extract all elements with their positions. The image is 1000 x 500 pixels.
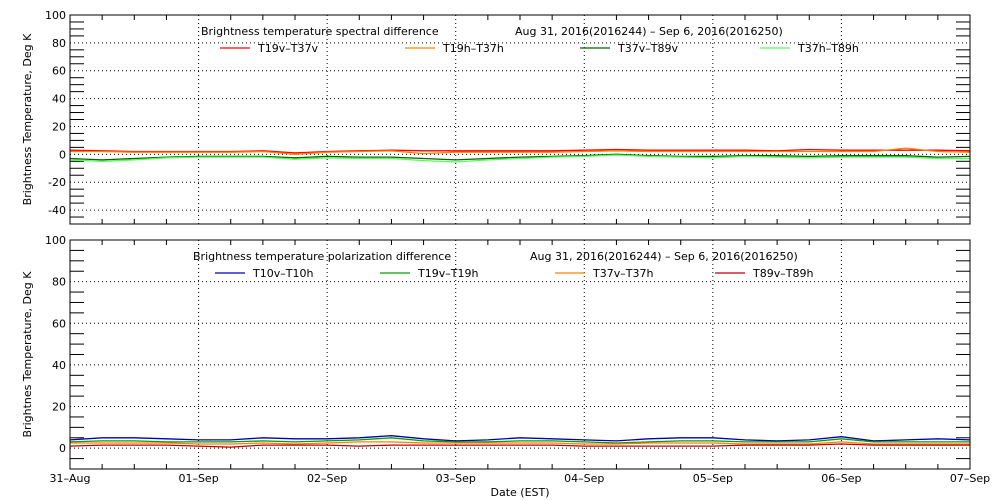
y-tick-label: 20 <box>52 401 66 414</box>
y-tick-label: 60 <box>52 317 66 330</box>
y-axis-label: Brightness Temperature, Deg K <box>21 33 34 205</box>
legend-label: T37h–T89h <box>797 42 859 55</box>
y-tick-label: 0 <box>59 148 66 161</box>
y-tick-label: 80 <box>52 276 66 289</box>
y-tick-label: 40 <box>52 93 66 106</box>
series-line-4 <box>69 443 970 448</box>
y-tick-label: 20 <box>52 120 66 133</box>
x-tick-label: 05–Sep <box>693 472 733 485</box>
x-axis-label: Date (EST) <box>490 486 549 499</box>
x-tick-label: 04–Sep <box>564 472 604 485</box>
plot-frame <box>69 14 971 225</box>
chart-date-range: Aug 31, 2016(2016244) – Sep 6, 2016(2016… <box>530 250 798 263</box>
series-line-3 <box>70 441 970 445</box>
legend-label: T10v–T10h <box>252 267 313 280</box>
x-tick-label: 02–Sep <box>307 472 347 485</box>
y-axis-label: Brightnes Temperature, Deg K <box>21 271 34 438</box>
x-tick-label: 07–Sep <box>950 472 990 485</box>
x-tick-label: 31–Aug <box>50 472 91 485</box>
chart-title: Brightness temperature polarization diff… <box>193 250 451 263</box>
y-tick-label: 40 <box>52 359 66 372</box>
x-tick-label: 01–Sep <box>178 472 218 485</box>
legend-label: T37v–T37h <box>592 267 653 280</box>
legend-label: T19v–T37v <box>257 42 318 55</box>
y-tick-label: -20 <box>48 176 66 189</box>
legend-label: T89v–T89h <box>752 267 813 280</box>
y-tick-label: 80 <box>52 37 66 50</box>
x-tick-label: 03–Sep <box>436 472 476 485</box>
series-line-1 <box>69 435 971 442</box>
y-tick-label: 0 <box>59 442 66 455</box>
spectral-difference-panel: -40 -20 0 20 40 60 80 100 Brightness Temperature… <box>21 9 971 225</box>
y-tick-label: 100 <box>45 9 66 22</box>
legend-label: T19v–T19h <box>417 267 478 280</box>
series-line-3 <box>69 153 971 161</box>
chart-date-range: Aug 31, 2016(2016244) – Sep 6, 2016(2016… <box>515 25 783 38</box>
y-tick-label: -40 <box>48 204 66 217</box>
y-tick-label: 100 <box>45 234 66 247</box>
chart-title: Brightness temperature spectral differen… <box>201 25 439 38</box>
legend-label: T19h–T37h <box>442 42 504 55</box>
series-line-4 <box>69 154 970 163</box>
polarization-difference-panel: 0 20 40 60 80 100 31–Aug 01–Sep 02–Sep 03–Sep 04–S… <box>21 234 990 499</box>
y-tick-label: 60 <box>52 65 66 78</box>
plot-frame <box>69 239 971 470</box>
series-line-2 <box>69 437 970 444</box>
series-line-1 <box>69 148 971 154</box>
x-tick-label: 06–Sep <box>821 472 861 485</box>
legend-label: T37v–T89v <box>617 42 678 55</box>
series-line-2 <box>70 147 971 155</box>
